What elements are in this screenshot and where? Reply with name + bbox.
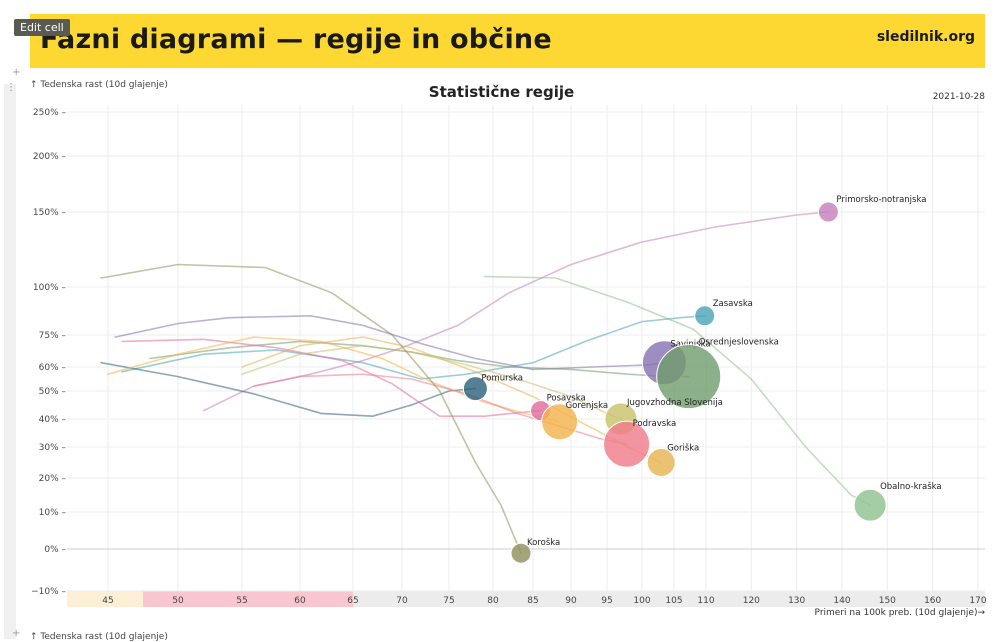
x-tick-label: 45: [102, 596, 113, 606]
y-tick-label: 60% –: [39, 363, 67, 373]
x-tick-label: 85: [527, 596, 538, 606]
y-tick-label: 40% –: [39, 415, 67, 425]
y-tick-label: 0% –: [44, 545, 66, 555]
edit-cell-tooltip[interactable]: Edit cell: [14, 19, 70, 36]
chart-date: 2021-10-28: [932, 92, 985, 102]
cell-gutter-bar[interactable]: [4, 84, 16, 639]
trail-osrednjeslovenska: [149, 340, 690, 378]
y-tick-label: −10% –: [31, 587, 66, 597]
page-title: Fazni diagrami — regije in občine: [40, 24, 552, 55]
bubble-label-pomurska: Pomurska: [481, 374, 523, 384]
x-tick-label: 90: [565, 596, 577, 606]
drag-handle-icon[interactable]: ⋮: [6, 82, 16, 93]
x-tick-label: 80: [487, 596, 499, 606]
y-axis-label-next-cell: ↑ Tedenska rast (10d glajenje): [30, 632, 168, 642]
trail-gorenjska: [107, 336, 561, 423]
editor-gutter: ⋮ + +: [0, 0, 22, 642]
y-tick-label: 75% –: [39, 331, 67, 341]
bubble-label-obalno-kra-ka: Obalno-kraška: [880, 481, 942, 492]
bubble-gori-ka[interactable]: [646, 448, 676, 477]
trail-pomurska: [100, 361, 477, 418]
y-tick-label: 20% –: [39, 474, 67, 484]
bubble-koro-ka[interactable]: [510, 542, 532, 564]
bubble-label-jugovzhodna-slovenija: Jugovzhodna Slovenija: [626, 398, 723, 408]
x-tick-label: 65: [347, 596, 358, 606]
y-tick-label: 250% –: [33, 108, 67, 118]
trail-zasavska: [121, 315, 706, 380]
bubble-label-primorsko-notranjska: Primorsko-notranjska: [836, 195, 926, 205]
x-axis-label: Primeri na 100k preb. (10d glajenje)→: [814, 608, 985, 618]
x-tick-label: 140: [833, 596, 850, 606]
x-tick-label: 50: [172, 596, 184, 606]
x-tick-label: 55: [236, 596, 247, 606]
x-tick-label: 60: [294, 596, 306, 606]
bubble-label-zasavska: Zasavska: [713, 299, 753, 309]
x-band-mid: [143, 591, 353, 607]
add-cell-bottom-icon[interactable]: +: [12, 628, 21, 639]
x-tick-label: 120: [743, 596, 760, 606]
y-tick-label: 150% –: [33, 208, 67, 218]
trail-jugovzhodna-slovenija: [241, 344, 622, 420]
bubble-osrednjeslovenska[interactable]: [656, 344, 722, 410]
bubble-label-koro-ka: Koroška: [527, 537, 560, 548]
bubble-pomurska[interactable]: [462, 376, 488, 402]
x-tick-label: 105: [665, 596, 682, 606]
trail-obalno-kra-ka: [483, 275, 871, 506]
trail-gori-ka: [241, 336, 662, 464]
x-tick-label: 150: [879, 596, 896, 606]
y-tick-label: 10% –: [39, 508, 67, 518]
bubble-gorenjska[interactable]: [541, 403, 579, 441]
y-tick-label: 100% –: [33, 283, 67, 293]
bubble-label-gorenjska: Gorenjska: [566, 401, 608, 411]
x-tick-label: 95: [601, 596, 612, 606]
x-tick-label: 100: [633, 596, 650, 606]
bubble-zasavska[interactable]: [694, 305, 716, 327]
chart-title: Statistične regije: [428, 83, 575, 101]
bubble-label-posavska: Posavska: [547, 394, 586, 404]
bubble-podravska[interactable]: [603, 420, 651, 468]
x-tick-label: 170: [969, 596, 986, 606]
x-tick-label: 110: [697, 596, 714, 606]
y-tick-label: 30% –: [39, 443, 67, 453]
bubble-label-osrednjeslovenska: Osrednjeslovenska: [699, 338, 779, 348]
bubble-label-podravska: Podravska: [633, 419, 677, 429]
y-tick-label: 200% –: [33, 152, 67, 162]
trail-posavska: [121, 338, 542, 417]
x-tick-label: 75: [443, 596, 454, 606]
header-banner: Fazni diagrami — regije in občine sledil…: [30, 14, 985, 68]
x-tick-label: 70: [396, 596, 408, 606]
trail-koro-ka: [100, 263, 522, 554]
x-tick-label: 130: [788, 596, 805, 606]
trail-savinjska: [114, 314, 666, 371]
x-band-low: [67, 591, 143, 607]
y-axis-label: ↑ Tedenska rast (10d glajenje): [30, 80, 168, 90]
site-link[interactable]: sledilnik.org: [876, 29, 975, 45]
x-tick-label: 160: [924, 596, 941, 606]
bubble-label-gori-ka: Goriška: [667, 443, 699, 454]
bubble-primorsko-notranjska[interactable]: [817, 201, 839, 223]
x-band-high: [353, 591, 985, 607]
add-cell-icon[interactable]: +: [12, 67, 21, 78]
bubble-obalno-kra-ka[interactable]: [853, 488, 887, 522]
y-tick-label: 50% –: [39, 387, 67, 397]
